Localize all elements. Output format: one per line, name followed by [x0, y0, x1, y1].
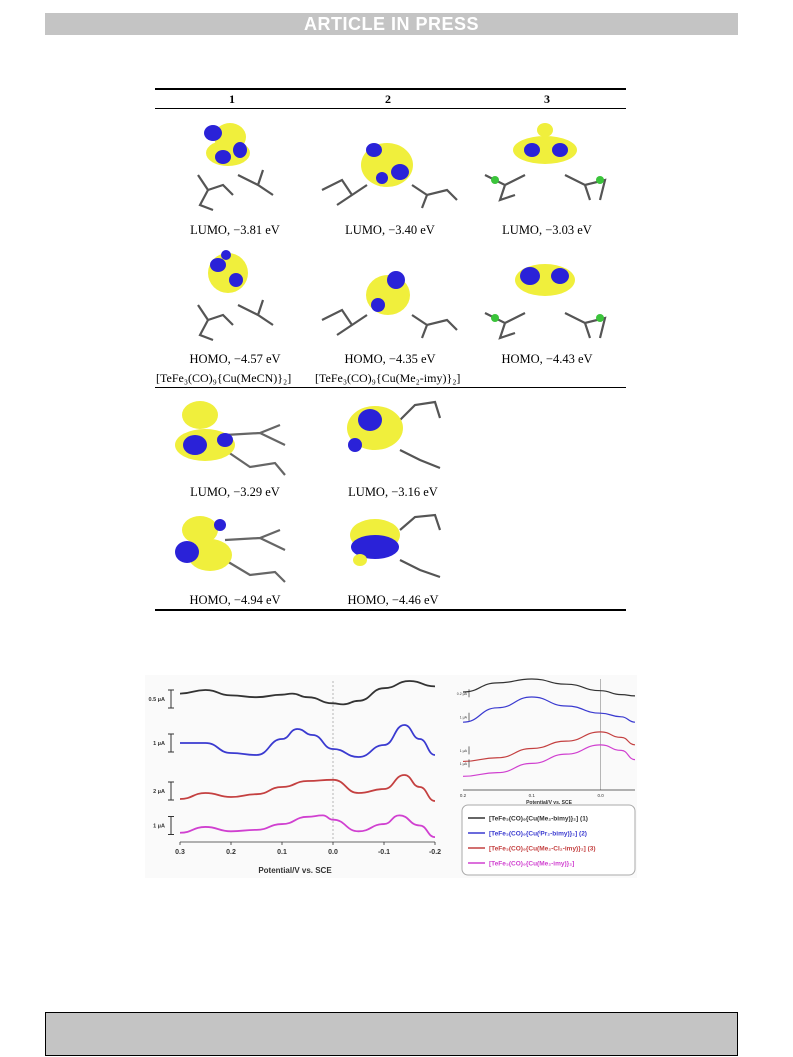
inset-series-line-3 [462, 731, 636, 763]
x-tick-label: 0.3 [175, 849, 185, 856]
dpv-chart-svg: 0.3 0.2 0.1 0.0 -0.1 -0.2 0.5 μA 1 μA 2 μA 1 μA 0… [145, 675, 637, 878]
scale-bar-label: 0.5 μA [148, 697, 165, 703]
orbital-homo-model1-image [175, 516, 286, 583]
orbital-homo-1-image [197, 250, 274, 342]
homo-energy-2: HOMO, −4.35 eV [344, 352, 436, 366]
homo-energy-1: HOMO, −4.57 eV [189, 352, 281, 366]
lumo-energy-1: LUMO, −3.81 eV [190, 223, 280, 237]
dpv-chart-figure: 0.3 0.2 0.1 0.0 -0.1 -0.2 0.5 μA 1 μA 2 μA 1 μA 0… [145, 675, 637, 878]
scale-bar-label: 1 μA [153, 824, 165, 830]
x-tick-label: 0.2 [226, 849, 236, 856]
series-line-4 [179, 814, 436, 838]
model-label-1: [TeFe₃(CO)₉{Cu(MeCN)}₂] [156, 371, 292, 385]
orbital-homo-2-image [321, 271, 458, 339]
x-tick-label: 0.0 [328, 849, 338, 856]
lumo-energy-2: LUMO, −3.40 eV [345, 223, 435, 237]
series-line-2 [180, 724, 436, 758]
table-mid-rule [155, 387, 626, 388]
orbital-homo-3-image [484, 264, 607, 340]
inset-scale-bar-label: 1 μA [460, 762, 468, 766]
inset-series-line-4 [462, 744, 636, 777]
lumo-energy-model2: LUMO, −3.16 eV [348, 485, 438, 499]
model-label-2: [TeFe₃(CO)₉{Cu(Me₂-imy)}₂] [315, 371, 461, 385]
x-tick-label: -0.2 [429, 849, 441, 856]
series-line-3 [179, 774, 436, 802]
x-tick-label: 0.1 [277, 849, 287, 856]
homo-energy-3: HOMO, −4.43 eV [501, 352, 593, 366]
x-tick-label: -0.1 [378, 849, 390, 856]
orbital-homo-model2-image [350, 513, 442, 579]
series-line-1 [179, 680, 436, 706]
legend-label-3: [TeFe₃(CO)₉{Cu(Me₂-Cl₂-imy)}₂] (3) [489, 846, 596, 853]
orbital-lumo-1-image [197, 123, 274, 212]
table-bottom-rule [155, 609, 626, 611]
homo-energy-model1: HOMO, −4.94 eV [189, 593, 281, 607]
inset-x-tick-label: 0.1 [529, 793, 536, 798]
inset-x-tick-label: 0.0 [597, 793, 604, 798]
inset-scale-bar-label: 1 μA [460, 749, 468, 753]
inset-x-tick-label: 0.2 [460, 793, 467, 798]
orbital-lumo-2-image [321, 143, 458, 209]
inset-series-line-1 [462, 678, 636, 697]
column-header-1: 1 [229, 92, 235, 106]
inset-scale-bar-label: 1 μA [460, 715, 468, 719]
scale-bar-label: 1 μA [153, 741, 165, 747]
scale-bar-label: 2 μA [153, 789, 165, 795]
orbital-lumo-model1-image [175, 401, 286, 476]
column-header-3: 3 [544, 92, 550, 106]
inset-x-axis-title: Potential/V vs. SCE [526, 800, 573, 806]
footer-bar [45, 1012, 738, 1056]
legend-label-1: [TeFe₃(CO)₉{Cu(Me₂-bimy)}₂] (1) [489, 816, 588, 823]
column-header-2: 2 [385, 92, 391, 106]
legend-label-4: [TeFe₃(CO)₉{Cu(Me₂-imy)}₂] [489, 861, 574, 868]
orbital-lumo-model2-image [347, 400, 442, 470]
legend-label-2: [TeFe₃(CO)₉{Cu(ⁱPr₂-bimy)}₂] (2) [489, 829, 587, 838]
legend-box [461, 804, 636, 876]
table-header-rule [155, 108, 626, 109]
x-axis-title: Potential/V vs. SCE [258, 866, 332, 875]
inset-frame [463, 679, 635, 790]
inset-series-line-2 [462, 696, 636, 723]
inset-scale-bar-label: 0.2 μA [457, 692, 468, 696]
table-top-rule [155, 88, 626, 90]
orbital-lumo-3-image [484, 123, 607, 202]
homo-energy-model2: HOMO, −4.46 eV [347, 593, 439, 607]
lumo-energy-model1: LUMO, −3.29 eV [190, 485, 280, 499]
lumo-energy-3: LUMO, −3.03 eV [502, 223, 592, 237]
article-in-press-banner: ARTICLE IN PRESS [45, 13, 738, 35]
